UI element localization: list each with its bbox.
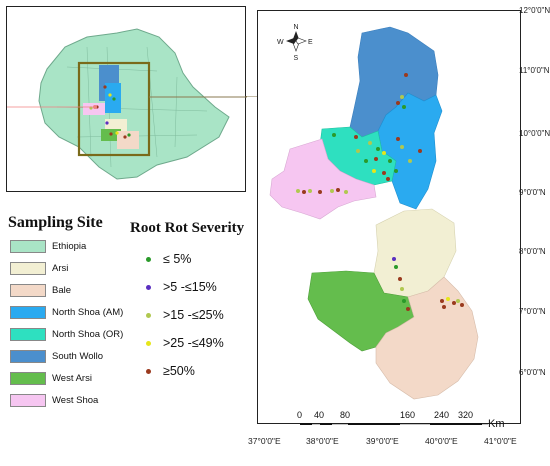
legend-swatch <box>10 262 46 275</box>
severity-item: >25 -≤49% <box>146 336 224 350</box>
severity-dot <box>146 312 151 318</box>
region-bale <box>375 276 479 400</box>
legend-label: West Shoa <box>52 395 99 406</box>
region-west-shoa <box>269 138 377 220</box>
legend-swatch <box>10 350 46 363</box>
legend-label: Arsi <box>52 263 69 274</box>
legend-label: Bale <box>52 285 72 296</box>
inset-west-shoa <box>83 103 105 115</box>
scale-tick-80: 80 <box>340 410 351 420</box>
severity-title: Root Rot Severity <box>130 220 245 236</box>
legend-item: Bale <box>10 283 71 298</box>
sampling-site-title: Sampling Site <box>8 214 103 231</box>
legend-item: Arsi <box>10 261 68 276</box>
main-map-svg: N S E W <box>269 24 488 425</box>
legend-label: West Arsi <box>52 373 92 384</box>
lat-label-8: 8°0'0"N <box>519 247 546 256</box>
inset-bale <box>117 131 139 149</box>
legend-label: North Shoa (OR) <box>52 329 124 340</box>
severity-dot <box>146 340 151 346</box>
severity-label: ≤ 5% <box>163 252 192 266</box>
scale-tick-0: 0 <box>297 410 303 420</box>
lat-label-7: 7°0'0"N <box>519 307 546 316</box>
legend-item: West Arsi <box>10 371 92 386</box>
study-area-frame <box>77 61 151 157</box>
inset-sample-points <box>89 85 131 139</box>
severity-item: >5 -≤15% <box>146 280 217 294</box>
lat-label-12: 12°0'0"N <box>519 6 550 15</box>
lon-label-41: 41°0'0"E <box>484 436 517 446</box>
lat-label-9: 9°0'0"N <box>519 188 546 197</box>
scale-bar <box>300 423 488 425</box>
legend-label: South Wollo <box>52 351 104 362</box>
severity-item: >15 -≤25% <box>146 308 224 322</box>
severity-item: ≥50% <box>146 364 195 378</box>
scale-tick-320: 320 <box>458 410 474 420</box>
lat-label-6: 6°0'0"N <box>519 368 546 377</box>
legend-swatch <box>10 372 46 385</box>
inset-map-svg <box>7 28 247 180</box>
severity-item: ≤ 5% <box>146 252 191 266</box>
inset-map <box>6 6 247 192</box>
legend-label: North Shoa (AM) <box>52 307 124 318</box>
lon-label-40: 40°0'0"E <box>425 436 458 446</box>
severity-dot <box>146 284 151 290</box>
sample-points <box>296 73 464 311</box>
lat-label-11: 11°0'0"N <box>519 66 550 75</box>
severity-label: >25 -≤49% <box>163 336 224 350</box>
legend-item: South Wollo <box>10 349 103 364</box>
severity-dot <box>146 256 151 262</box>
severity-label: >15 -≤25% <box>163 308 224 322</box>
scale-tick-160: 160 <box>400 410 416 420</box>
scale-tick-40: 40 <box>314 410 325 420</box>
legend-item: Ethiopia <box>10 239 86 254</box>
north-arrow: N S E W <box>277 24 313 62</box>
legend-swatch <box>10 306 46 319</box>
lon-label-39: 39°0'0"E <box>366 436 399 446</box>
lon-label-38: 38°0'0"E <box>306 436 339 446</box>
lon-label-37: 37°0'0"E <box>248 436 281 446</box>
lat-label-10: 10°0'0"N <box>519 129 550 138</box>
legend-swatch <box>10 284 46 297</box>
legend-item: West Shoa <box>10 393 98 408</box>
north-label: N <box>294 24 299 31</box>
legend-label: Ethiopia <box>52 241 87 252</box>
legend-item: North Shoa (AM) <box>10 305 123 320</box>
legend-swatch <box>10 394 46 407</box>
severity-label: >5 -≤15% <box>163 280 217 294</box>
south-label: S <box>294 55 299 62</box>
legend-swatch <box>10 328 46 341</box>
legend-swatch <box>10 240 46 253</box>
east-label: E <box>308 39 313 46</box>
scale-unit: Km <box>488 418 505 430</box>
west-label: W <box>277 39 284 46</box>
ethiopia-outline <box>38 28 230 180</box>
severity-dot <box>146 368 151 374</box>
legend-item: North Shoa (OR) <box>10 327 123 342</box>
main-map: N S E W 0 40 80 160 240 320 Km <box>257 10 521 430</box>
scale-tick-240: 240 <box>434 410 450 420</box>
severity-label: ≥50% <box>163 364 195 378</box>
